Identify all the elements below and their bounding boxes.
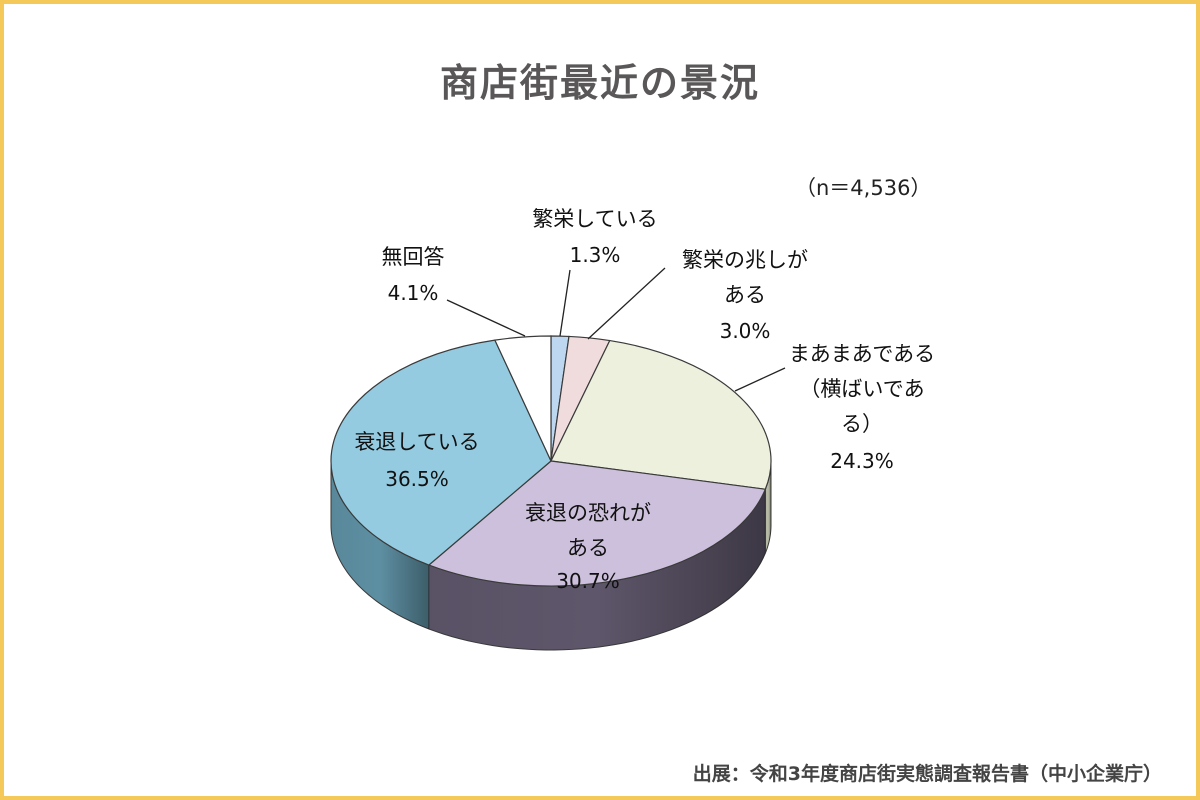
slice-label-line-3-1: ある xyxy=(567,536,609,560)
pie-slice-4 xyxy=(330,339,552,566)
slice-value-label-1: 3.0% xyxy=(720,319,771,343)
pie-side-shade-3-0 xyxy=(428,489,766,650)
slice-value-label-5: 4.1% xyxy=(388,281,439,305)
slice-label-line-3-0: 衰退の恐れが xyxy=(525,501,651,525)
slice-label-line-2-1: （横ばいであ xyxy=(799,377,924,401)
leader-line-5 xyxy=(446,299,526,337)
slice-label-line-0-0: 繁栄している xyxy=(532,207,657,231)
leader-lines xyxy=(446,267,786,392)
slice-label-line-4-0: 衰退している xyxy=(354,430,479,454)
slice-label-5: 無回答 4.1% xyxy=(382,245,445,305)
pie-side-shade-2-0 xyxy=(765,461,771,554)
pie-sides xyxy=(330,460,772,651)
leader-line-0 xyxy=(559,269,571,337)
pie-side-shade-4-0 xyxy=(331,461,429,629)
pie-slices xyxy=(330,335,772,587)
slice-label-line-2-0: まあまあである xyxy=(789,342,935,366)
slice-value-label-2: 24.3% xyxy=(830,449,894,473)
slice-value-label-4: 36.5% xyxy=(385,467,449,491)
pie-slice-5 xyxy=(494,335,552,462)
slice-label-4: 衰退している 36.5% xyxy=(354,430,479,491)
chart-title: 商店街最近の景況 xyxy=(439,61,760,105)
slice-label-line-5-0: 無回答 xyxy=(382,245,445,269)
slice-label-line-1-0: 繁栄の兆しが xyxy=(682,248,808,272)
leader-line-1 xyxy=(587,267,666,340)
pie-slice-3 xyxy=(427,460,767,587)
slice-label-line-1-1: ある xyxy=(724,283,766,307)
slice-label-0: 繁栄している 1.3% xyxy=(532,207,657,267)
slice-label-line-2-2: る） xyxy=(841,412,883,436)
sample-size-label: （n＝4,536） xyxy=(795,176,932,200)
slice-value-label-3: 30.7% xyxy=(556,569,620,593)
leader-line-2 xyxy=(734,367,786,392)
pie-slice-2 xyxy=(550,339,772,490)
source-note: 出展：令和3年度商店街実態調査報告書（中小企業庁） xyxy=(692,763,1162,785)
slice-value-label-0: 1.3% xyxy=(570,243,621,267)
